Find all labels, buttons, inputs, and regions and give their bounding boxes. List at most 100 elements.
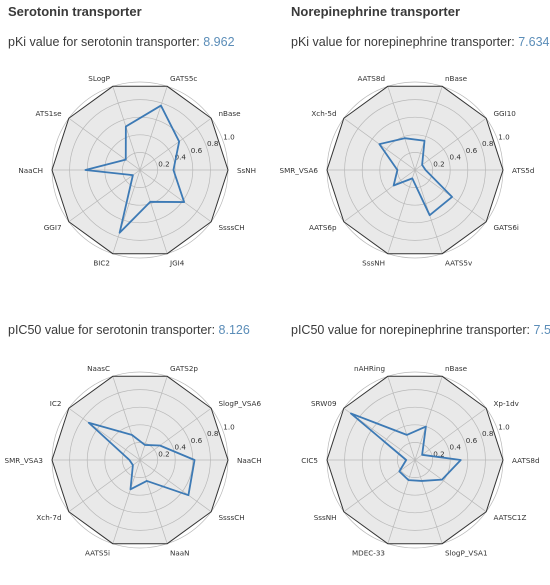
radar-spoke	[112, 169, 141, 254]
radar-spoke	[414, 459, 443, 544]
radar-tick-label: 0.6	[466, 146, 478, 155]
radar-axis-label: SRW09	[311, 399, 337, 408]
panel-title-pki-sert: pKi value for serotonin transporter: 8.9…	[8, 35, 235, 49]
radar-frame	[51, 85, 229, 255]
radar-axis-label: AATS6p	[309, 223, 337, 232]
radar-frame	[51, 375, 229, 545]
radar-axis-label: GATS6i	[493, 223, 518, 232]
radar-tick-label: 1.0	[498, 132, 510, 141]
radar-spoke	[139, 459, 168, 544]
radar-axis-label: SsssCH	[218, 513, 244, 522]
panel-title-prefix: pIC50 value for serotonin transporter:	[8, 323, 219, 337]
radar-series-line	[87, 421, 196, 497]
radar-spoke	[387, 169, 416, 254]
radar-axis-label: SssNH	[314, 513, 337, 522]
radar-axis-label: NaaCH	[237, 456, 262, 465]
radar-spoke	[343, 459, 416, 513]
panel-title-prefix: pIC50 value for norepinephrine transport…	[291, 323, 534, 337]
radar-spoke	[139, 86, 168, 171]
radar-axis-label: AATS5v	[445, 258, 473, 267]
radar-tick-label: 0.6	[466, 436, 478, 445]
radar-axis-label: GGI10	[493, 109, 516, 118]
radar-spoke	[68, 459, 141, 513]
radar-tick-label: 0.8	[482, 139, 494, 148]
radar-tick-label: 0.8	[207, 429, 219, 438]
radar-spoke	[414, 117, 487, 171]
radar-axis-label: Xch-5d	[311, 109, 336, 118]
panel-title-prefix: pKi value for serotonin transporter:	[8, 35, 204, 49]
radar-tick-label: 0.2	[158, 159, 169, 168]
radar-axis-label: GATS2p	[170, 364, 198, 373]
radar-spoke	[414, 459, 487, 513]
radar-axis-label: SssNH	[362, 258, 385, 267]
radar-spoke	[139, 169, 212, 223]
radar-spoke	[68, 117, 141, 171]
radar-frame	[326, 85, 504, 255]
panel-title-pic50-net: pIC50 value for norepinephrine transport…	[291, 323, 550, 337]
radar-axis-label: SMR_VSA6	[280, 166, 319, 175]
radar-axis-label: GATS5c	[170, 74, 197, 83]
radar-spoke	[139, 117, 212, 171]
radar-spoke	[387, 376, 416, 461]
radar-axis-label: nBase	[218, 109, 241, 118]
radar-tick-label: 0.8	[207, 139, 219, 148]
radar-axis-label: nAHRing	[354, 364, 385, 373]
radar-tick-label: 0.2	[433, 449, 444, 458]
radar-series-line	[350, 412, 462, 482]
radar-tick-label: 0.6	[191, 436, 203, 445]
radar-axis-label: CIC5	[301, 456, 318, 465]
radar-tick-label: 0.4	[450, 153, 462, 162]
panel-title-value: 7.542	[533, 323, 550, 337]
radar-axis-label: JGI4	[169, 258, 185, 267]
radar-tick-label: 0.8	[482, 429, 494, 438]
radar-axis-label: AATS8d	[357, 74, 385, 83]
radar-axis-label: SMR_VSA3	[5, 456, 43, 465]
radar-spoke	[139, 459, 212, 513]
radar-axis-label: Xp-1dv	[493, 399, 519, 408]
radar-axis-label: MDEC-33	[352, 548, 385, 557]
radar-chart-pic50-sert: 0.2 0.4 0.6 0.8 1.0 NaaCH SlogP_VSA6 GATS2p Naas…	[5, 364, 262, 558]
radar-spoke	[139, 407, 212, 461]
radar-axis-label: BIC2	[93, 258, 110, 267]
panel-title-value: 8.126	[218, 323, 250, 337]
radar-chart-pki-net: 0.2 0.4 0.6 0.8 1.0 ATS5d GGI10 nBase AATS8d Xch-…	[280, 74, 535, 268]
radar-spoke	[112, 459, 141, 544]
radar-series-line	[84, 104, 186, 234]
radar-axis-label: nBase	[445, 74, 468, 83]
radar-axis-label: AATS8d	[512, 456, 540, 465]
radar-tick-label: 0.4	[450, 443, 462, 452]
radar-spoke	[414, 407, 487, 461]
column-title-norepinephrine: Norepinephrine transporter	[291, 4, 461, 19]
panel-title-value: 7.634	[518, 35, 550, 49]
radar-axis-label: SLogP	[88, 74, 110, 83]
radar-tick-label: 1.0	[223, 132, 235, 141]
radar-axis-label: ATS1se	[35, 109, 62, 118]
radar-axis-label: nBase	[445, 364, 468, 373]
radar-axis-label: AATS5i	[85, 548, 110, 557]
radar-tick-label: 0.6	[191, 146, 203, 155]
radar-tick-label: 0.2	[433, 159, 444, 168]
radar-axis-label: Xch-7d	[36, 513, 61, 522]
radar-axis-label: NaasC	[87, 364, 110, 373]
radar-spoke	[414, 86, 443, 171]
radar-spoke	[414, 376, 443, 461]
radar-chart-pic50-net: 0.2 0.4 0.6 0.8 1.0 AATS8d Xp-1dv nBase nAHRing S…	[301, 364, 539, 558]
column-title-serotonin: Serotonin transporter	[8, 4, 142, 19]
radar-spoke	[387, 86, 416, 171]
radar-chart-pki-sert: 0.2 0.4 0.6 0.8 1.0 SsNH nBase GATS5c SLogP ATS1s…	[18, 74, 256, 268]
radar-tick-label: 1.0	[498, 422, 510, 431]
radar-axis-label: GGI7	[44, 223, 62, 232]
radar-axis-label: AATSC1Z	[493, 513, 526, 522]
radar-axis-label: NaaCH	[18, 166, 43, 175]
radar-spoke	[68, 169, 141, 223]
radar-axis-label: SsssCH	[218, 223, 244, 232]
radar-spoke	[68, 407, 141, 461]
radar-tick-label: 0.4	[175, 443, 187, 452]
panel-title-value: 8.962	[203, 35, 235, 49]
radar-axis-label: SsNH	[237, 166, 256, 175]
radar-series-line	[378, 137, 453, 217]
radar-spoke	[387, 459, 416, 544]
radar-axis-label: IC2	[50, 399, 62, 408]
radar-axis-label: SlogP_VSA1	[445, 548, 488, 557]
radar-tick-label: 1.0	[223, 422, 235, 431]
